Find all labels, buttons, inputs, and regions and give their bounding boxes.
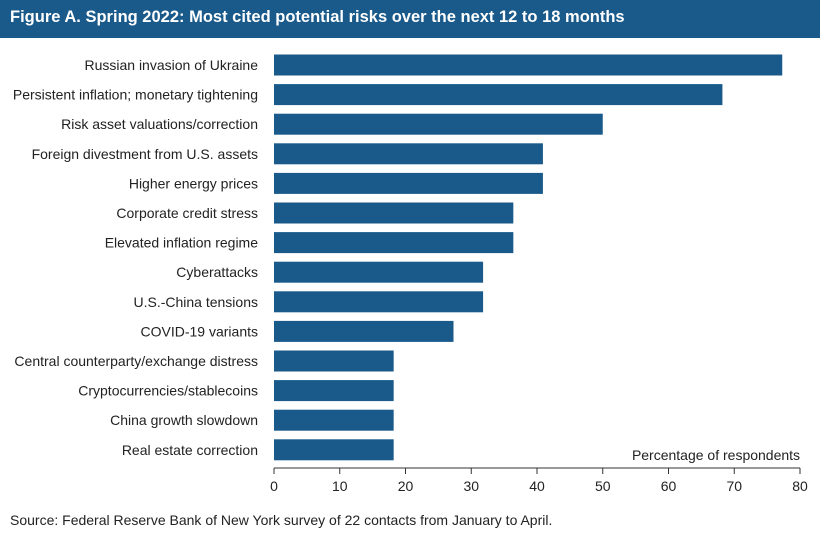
category-label: Cyberattacks bbox=[176, 264, 258, 280]
bar bbox=[274, 113, 603, 135]
bar bbox=[274, 143, 543, 165]
bar bbox=[274, 380, 394, 402]
x-tick-label: 70 bbox=[726, 478, 742, 494]
category-label: Foreign divestment from U.S. assets bbox=[32, 146, 258, 162]
category-label: Risk asset valuations/correction bbox=[61, 116, 258, 132]
figure-title: Figure A. Spring 2022: Most cited potent… bbox=[10, 8, 625, 26]
category-label: Central counterparty/exchange distress bbox=[14, 353, 258, 369]
bar bbox=[274, 172, 543, 194]
category-label: Higher energy prices bbox=[129, 175, 258, 191]
bar bbox=[274, 261, 484, 283]
bar bbox=[274, 84, 723, 106]
category-label: Persistent inflation; monetary tightenin… bbox=[13, 87, 258, 103]
x-tick-label: 0 bbox=[270, 478, 278, 494]
bar bbox=[274, 350, 394, 372]
bar-chart: Russian invasion of Ukraine Persistent in… bbox=[13, 54, 808, 494]
x-tick-label: 10 bbox=[332, 478, 348, 494]
x-tick-label: 40 bbox=[529, 478, 545, 494]
bar bbox=[274, 291, 484, 313]
source-note: Source: Federal Reserve Bank of New York… bbox=[10, 512, 553, 528]
category-label: Real estate correction bbox=[122, 442, 258, 458]
x-tick-label: 30 bbox=[463, 478, 479, 494]
x-axis-label: Percentage of respondents bbox=[632, 447, 800, 463]
x-tick-label: 20 bbox=[398, 478, 414, 494]
category-labels: Russian invasion of Ukraine Persistent in… bbox=[13, 57, 258, 458]
bar-group bbox=[274, 54, 783, 461]
bar bbox=[274, 320, 454, 342]
bar bbox=[274, 232, 514, 254]
category-label: COVID-19 variants bbox=[141, 323, 258, 339]
category-label: Russian invasion of Ukraine bbox=[84, 57, 258, 73]
category-label: Corporate credit stress bbox=[116, 205, 258, 221]
category-label: Elevated inflation regime bbox=[105, 235, 259, 251]
x-tick-label: 80 bbox=[792, 478, 808, 494]
category-label: Cryptocurrencies/stablecoins bbox=[78, 383, 258, 399]
category-label: China growth slowdown bbox=[110, 412, 258, 428]
x-tick-label: 60 bbox=[661, 478, 677, 494]
category-label: U.S.-China tensions bbox=[133, 294, 258, 310]
x-axis: 0 10 20 30 40 50 60 70 80 bbox=[270, 467, 808, 494]
bar bbox=[274, 54, 783, 76]
title-bar: Figure A. Spring 2022: Most cited potent… bbox=[0, 0, 820, 38]
bar bbox=[274, 409, 394, 431]
bar bbox=[274, 202, 514, 224]
bar bbox=[274, 439, 394, 461]
x-tick-label: 50 bbox=[595, 478, 611, 494]
